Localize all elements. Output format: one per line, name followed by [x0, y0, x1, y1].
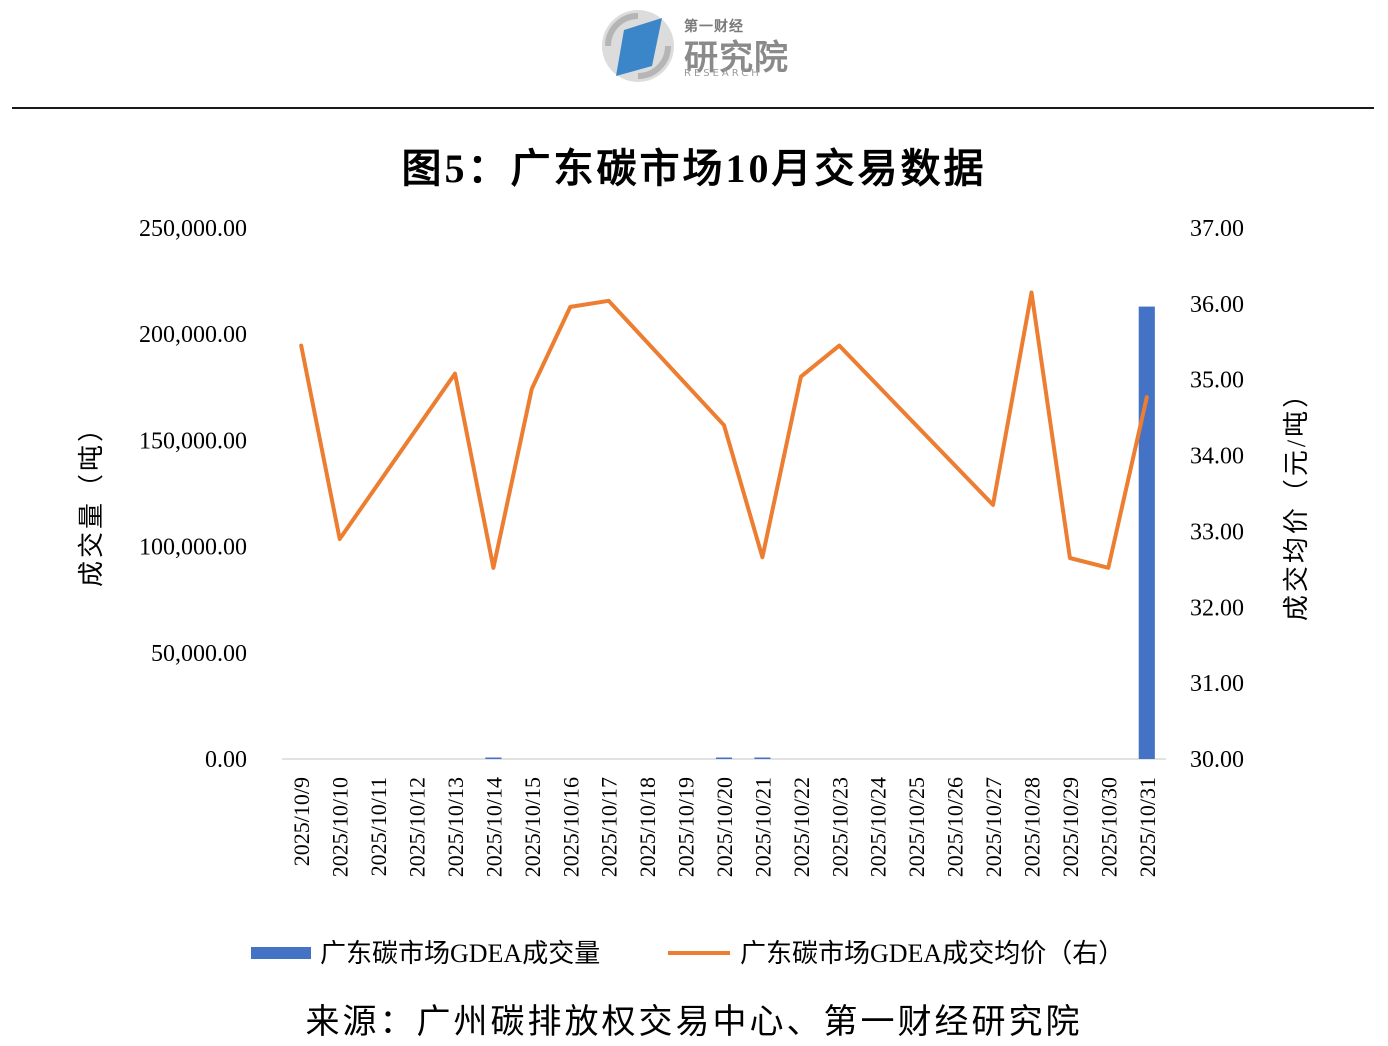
- y2-tick-label: 37.00: [1190, 216, 1244, 242]
- price-line: [299, 290, 1149, 570]
- chart-title: 图5：广东碳市场10月交易数据: [401, 146, 987, 191]
- x-tick-label: 2025/10/19: [674, 777, 699, 877]
- y-tick-label: 200,000.00: [139, 322, 247, 348]
- legend-swatch-volume: [251, 947, 311, 959]
- header: 第一财经 研究院 RESEARCH: [0, 0, 1388, 108]
- x-tick-label: 2025/10/9: [289, 777, 314, 866]
- y2-tick-label: 36.00: [1190, 292, 1244, 318]
- source-note: 来源：广州碳排放权交易中心、第一财经研究院: [305, 1004, 1083, 1041]
- x-tick-label: 2025/10/14: [481, 777, 506, 877]
- x-tick-label: 2025/10/25: [904, 777, 929, 877]
- x-tick-label: 2025/10/15: [520, 777, 545, 877]
- y-tick-label: 50,000.00: [151, 641, 247, 667]
- x-tick-label: 2025/10/31: [1135, 777, 1160, 877]
- y2-tick-label: 32.00: [1190, 595, 1244, 621]
- logo-sub-text: RESEARCH: [684, 68, 762, 79]
- y-axis-title: 成交量（吨）: [77, 413, 106, 587]
- y-tick-label: 100,000.00: [139, 535, 247, 561]
- y2-tick-label: 33.00: [1190, 519, 1244, 545]
- x-tick-label: 2025/10/12: [405, 777, 430, 877]
- y2-axis-title: 成交均价（元/吨）: [1282, 379, 1311, 621]
- volume-bar: [715, 757, 733, 759]
- x-tick-label: 2025/10/22: [789, 777, 814, 877]
- x-tick-label: 2025/10/10: [328, 777, 353, 877]
- y-tick-label: 250,000.00: [139, 216, 247, 242]
- x-tick-label: 2025/10/27: [981, 777, 1006, 877]
- x-tick-label: 2025/10/13: [443, 777, 468, 877]
- x-tick-label: 2025/10/24: [866, 777, 891, 877]
- volume-bar: [485, 757, 502, 759]
- x-tick-label: 2025/10/30: [1096, 777, 1121, 877]
- x-tick-label: 2025/10/26: [943, 777, 968, 877]
- y2-tick-label: 34.00: [1190, 444, 1244, 470]
- legend-label-volume: 广东碳市场GDEA成交量: [320, 939, 600, 968]
- logo-top-text: 第一财经: [684, 19, 744, 35]
- header-divider: [12, 107, 1374, 109]
- x-tick-label: 2025/10/17: [597, 777, 622, 877]
- logo-emblem-icon: [602, 10, 674, 82]
- x-tick-label: 2025/10/29: [1058, 777, 1083, 877]
- x-tick-label: 2025/10/23: [827, 777, 852, 877]
- y2-tick-label: 31.00: [1190, 671, 1244, 697]
- logo: 第一财经 研究院 RESEARCH: [600, 6, 790, 86]
- x-tick-label: 2025/10/20: [712, 777, 737, 877]
- x-tick-label: 2025/10/11: [366, 777, 391, 876]
- x-tick-label: 2025/10/18: [635, 777, 660, 877]
- y2-tick-label: 35.00: [1190, 368, 1244, 394]
- logo-main-text: 研究院: [684, 38, 789, 78]
- chart-canvas: 0.00 50,000.00 100,000.00 150,000.00 200,000…: [77, 216, 1311, 968]
- x-tick-label: 2025/10/28: [1019, 777, 1044, 877]
- volume-bar: [1138, 306, 1155, 759]
- x-tick-label: 2025/10/16: [558, 777, 583, 877]
- y-tick-label: 0.00: [205, 747, 247, 773]
- y2-tick-label: 30.00: [1190, 747, 1244, 773]
- y-tick-label: 150,000.00: [139, 428, 247, 454]
- volume-bar: [754, 757, 771, 759]
- x-tick-label: 2025/10/21: [750, 777, 775, 877]
- legend-label-price: 广东碳市场GDEA成交均价（右）: [740, 939, 1124, 968]
